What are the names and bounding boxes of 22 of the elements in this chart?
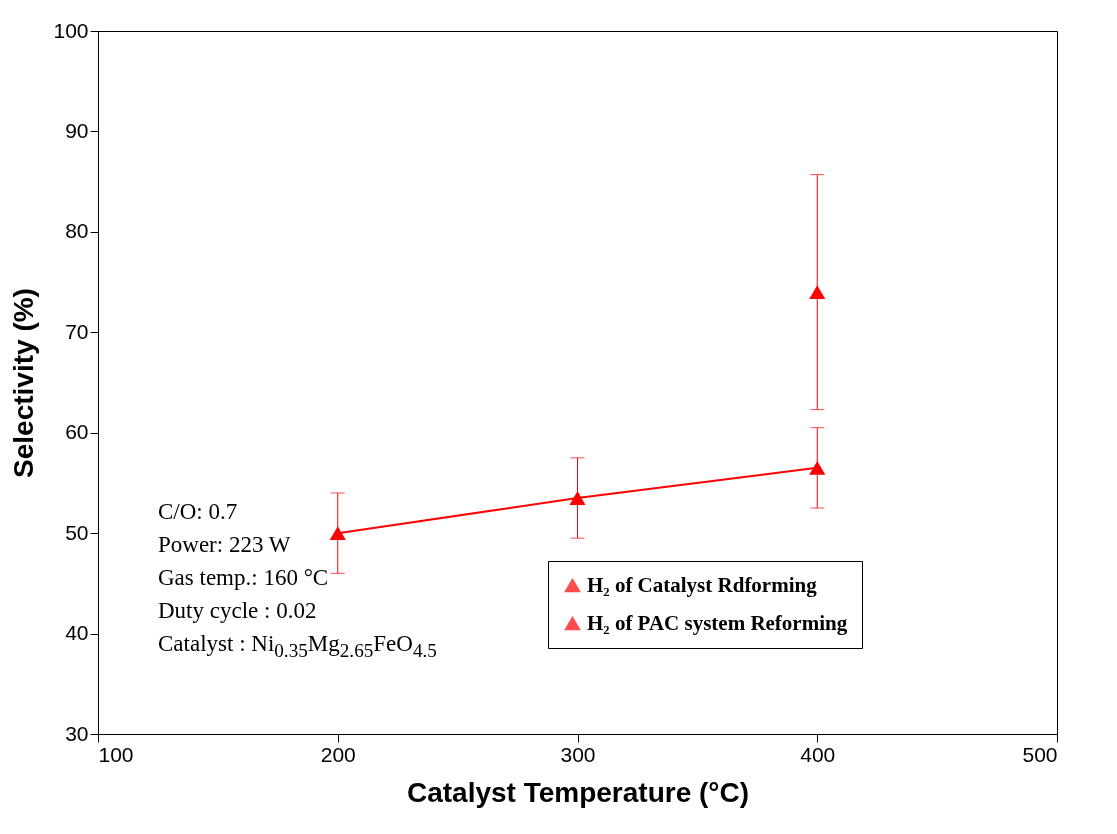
- legend-label: H₂ of PAC system Reforming: [587, 610, 848, 635]
- annotation: Power: 223 W: [158, 531, 292, 559]
- y-tick-label: 70: [65, 319, 89, 343]
- annotation: Catalyst : Ni$_{0.35}$Mg$_{2.65}$FeO$_{4.5}$: [158, 630, 437, 663]
- x-tick-label: 400: [800, 742, 836, 766]
- x-tick-label: 300: [560, 742, 596, 766]
- y-tick-label: 40: [65, 621, 89, 645]
- annotation: C/O: 0.7: [158, 498, 239, 526]
- x-axis-title: Catalyst Temperature (°C): [406, 776, 750, 808]
- annotation: Gas temp.: 160 °C: [158, 564, 330, 592]
- y-tick-label: 60: [65, 420, 89, 444]
- y-tick-label: 100: [53, 18, 89, 42]
- legend-label: H₂ of Catalyst Rdforming: [587, 572, 818, 597]
- y-tick-label: 30: [65, 721, 89, 745]
- y-tick-label: 90: [65, 118, 89, 142]
- x-tick-label: 100: [98, 742, 134, 766]
- x-tick-label: 200: [320, 742, 356, 766]
- y-axis-title: Selectivity (%): [8, 288, 40, 478]
- y-tick-label: 50: [65, 520, 89, 544]
- annotation: Duty cycle : 0.02: [158, 597, 318, 625]
- y-tick-label: 80: [65, 219, 89, 243]
- x-tick-label: 500: [1022, 742, 1058, 766]
